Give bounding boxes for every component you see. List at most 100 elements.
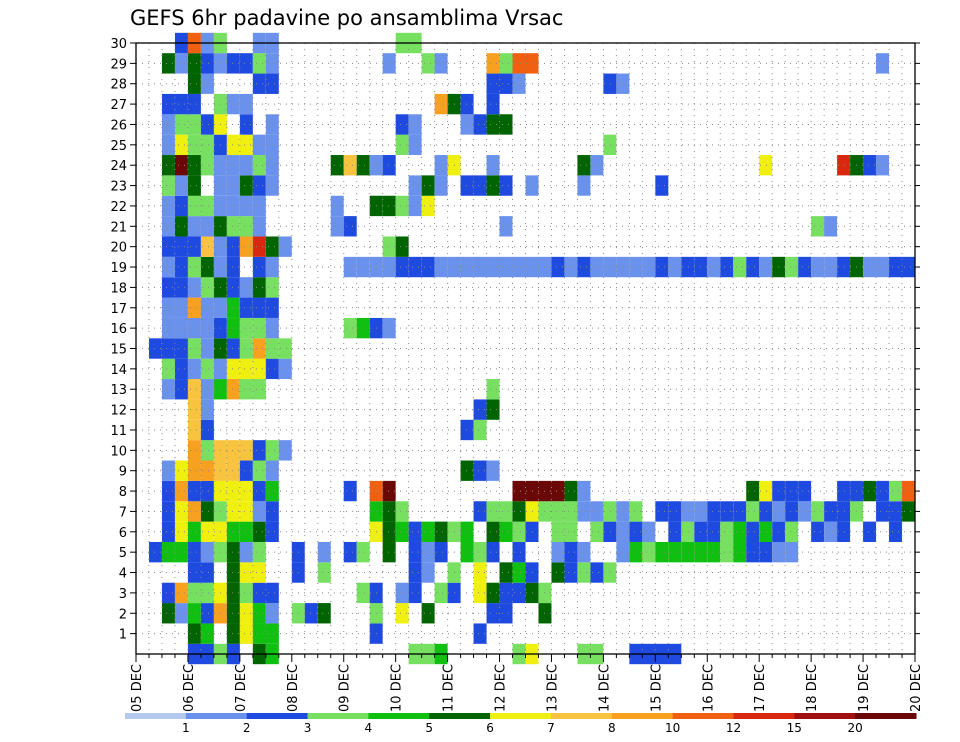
- heatmap-cell: [473, 175, 487, 196]
- heatmap-cell: [421, 541, 435, 563]
- heatmap-cell: [265, 521, 279, 542]
- heatmap-cell: [200, 236, 214, 257]
- y-tick-label: 23: [110, 180, 127, 195]
- heatmap-cell: [343, 155, 357, 176]
- heatmap-cell: [265, 155, 279, 176]
- heatmap-cell: [226, 582, 240, 604]
- heatmap-cell: [473, 582, 487, 604]
- heatmap-cell: [226, 175, 240, 196]
- heatmap-cell: [187, 501, 201, 522]
- heatmap-cell: [707, 541, 721, 563]
- heatmap-cell: [564, 562, 578, 583]
- heatmap-cell: [811, 216, 825, 237]
- heatmap-cell: [460, 541, 474, 563]
- heatmap-cell: [512, 480, 526, 502]
- heatmap-cell: [460, 114, 474, 135]
- heatmap-cell: [343, 480, 357, 502]
- heatmap-cell: [187, 317, 201, 339]
- heatmap-cell: [746, 256, 760, 278]
- heatmap-cell: [265, 460, 279, 481]
- heatmap-cell: [733, 256, 747, 278]
- heatmap-cell: [486, 521, 500, 542]
- heatmap-cell: [681, 256, 695, 278]
- heatmap-cell: [460, 521, 474, 542]
- heatmap-cell: [252, 501, 266, 522]
- y-tick-label: 14: [110, 363, 127, 378]
- heatmap-cell: [265, 317, 279, 339]
- heatmap-cell: [759, 541, 773, 563]
- heatmap-cell: [200, 53, 214, 74]
- heatmap-cell: [759, 521, 773, 542]
- heatmap-cell: [499, 73, 513, 94]
- heatmap-cell: [629, 541, 643, 563]
- heatmap-cell: [655, 541, 669, 563]
- legend-swatch: [611, 713, 674, 719]
- heatmap-cell: [252, 297, 266, 318]
- heatmap-cell: [356, 256, 370, 278]
- heatmap-cell: [460, 175, 474, 196]
- heatmap-cell: [603, 521, 617, 542]
- heatmap-cell: [187, 216, 201, 237]
- heatmap-cell: [200, 603, 214, 624]
- y-tick-label: 16: [110, 322, 127, 337]
- legend-label: 1: [182, 721, 190, 735]
- heatmap-cell: [668, 256, 682, 278]
- heatmap-cell: [733, 501, 747, 522]
- heatmap-cell: [252, 541, 266, 563]
- heatmap-cell: [512, 501, 526, 522]
- heatmap-cell: [200, 256, 214, 278]
- heatmap-cell: [187, 582, 214, 604]
- heatmap-cell: [200, 480, 214, 502]
- heatmap-cell: [902, 256, 915, 278]
- heatmap-cell: [252, 73, 266, 94]
- heatmap-cell: [512, 256, 526, 278]
- heatmap-cell: [174, 379, 188, 400]
- y-tick-label: 3: [119, 587, 127, 602]
- legend-swatch: [794, 713, 856, 719]
- heatmap-cell: [161, 521, 175, 542]
- heatmap-cell: [239, 541, 253, 563]
- legend-label: 12: [726, 721, 741, 735]
- y-tick-label: 22: [110, 200, 127, 215]
- heatmap-cell: [473, 256, 487, 278]
- heatmap-cell: [382, 317, 396, 339]
- heatmap-cell: [252, 53, 266, 74]
- heatmap-cell: [239, 358, 253, 380]
- heatmap-cell: [382, 541, 396, 563]
- heatmap-cell: [746, 480, 760, 502]
- heatmap-cell: [421, 521, 435, 542]
- heatmap-cell: [889, 521, 903, 542]
- heatmap-cell: [668, 541, 682, 563]
- heatmap-cell: [200, 338, 214, 359]
- heatmap-cell: [395, 114, 409, 135]
- heatmap-cell: [551, 501, 565, 522]
- heatmap-cell: [239, 114, 253, 135]
- legend-swatch: [855, 713, 917, 719]
- y-tick-label: 25: [110, 139, 127, 154]
- heatmap-cell: [564, 521, 578, 542]
- heatmap-cell: [174, 236, 188, 257]
- heatmap-cell: [603, 256, 617, 278]
- heatmap-cell: [252, 256, 266, 278]
- heatmap-cell: [161, 297, 175, 318]
- y-tick-label: 21: [110, 220, 127, 235]
- heatmap-cell: [577, 155, 591, 176]
- heatmap-cell: [421, 53, 435, 74]
- heatmap-cell: [811, 501, 825, 522]
- heatmap-cell: [486, 582, 500, 604]
- heatmap-cell: [499, 501, 513, 522]
- legend-swatch: [733, 713, 795, 719]
- heatmap-cell: [733, 541, 747, 563]
- heatmap-cell: [382, 480, 396, 502]
- heatmap-cell: [434, 53, 448, 74]
- heatmap-cell: [239, 338, 253, 359]
- heatmap-cell: [811, 521, 825, 542]
- heatmap-cell: [746, 521, 760, 542]
- heatmap-cell: [902, 501, 915, 522]
- heatmap-cell: [252, 134, 266, 156]
- heatmap-cell: [239, 277, 253, 298]
- heatmap-cell: [499, 521, 513, 542]
- heatmap-cell: [460, 93, 474, 115]
- heatmap-cell: [603, 134, 617, 156]
- heatmap-cell: [408, 562, 422, 583]
